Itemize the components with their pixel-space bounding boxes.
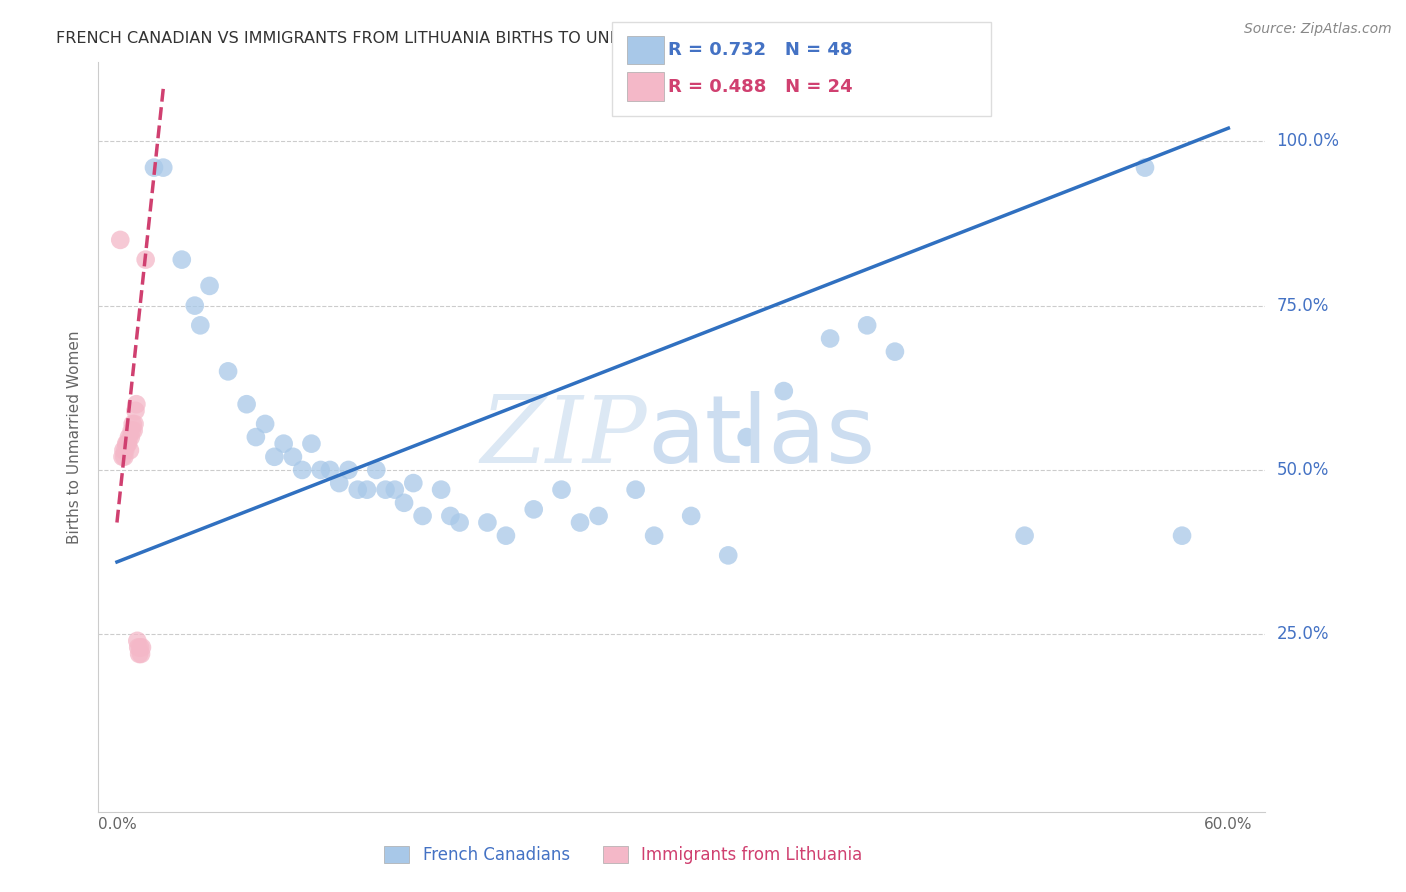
Text: 25.0%: 25.0% [1277, 625, 1329, 643]
Point [184, 299, 207, 313]
Point [245, 430, 267, 444]
Point [127, 640, 149, 655]
Point [128, 647, 150, 661]
Point [392, 496, 415, 510]
Point [291, 463, 314, 477]
Point [125, 397, 148, 411]
Point [129, 647, 152, 661]
Point [439, 508, 461, 523]
Point [135, 252, 157, 267]
Point [143, 161, 166, 175]
Point [198, 279, 221, 293]
Point [120, 430, 142, 444]
Point [115, 436, 138, 450]
Point [281, 450, 304, 464]
Point [112, 443, 135, 458]
Point [588, 508, 610, 523]
Text: FRENCH CANADIAN VS IMMIGRANTS FROM LITHUANIA BIRTHS TO UNMARRIED WOMEN CORRELATI: FRENCH CANADIAN VS IMMIGRANTS FROM LITHU… [56, 31, 932, 46]
Point [384, 483, 406, 497]
Point [449, 516, 471, 530]
Point [856, 318, 879, 333]
Point [115, 436, 138, 450]
Point [129, 640, 152, 655]
Point [366, 463, 388, 477]
Point [127, 633, 149, 648]
Point [114, 443, 136, 458]
Legend: French Canadians, Immigrants from Lithuania: French Canadians, Immigrants from Lithua… [378, 839, 869, 871]
Point [818, 331, 841, 345]
Point [121, 417, 143, 431]
Point [188, 318, 211, 333]
Point [477, 516, 499, 530]
Point [124, 417, 146, 431]
Point [735, 430, 758, 444]
Point [152, 161, 174, 175]
Point [346, 483, 368, 497]
Point [412, 508, 434, 523]
Point [309, 463, 332, 477]
Point [328, 476, 350, 491]
Point [170, 252, 193, 267]
Point [495, 529, 517, 543]
Point [111, 450, 134, 464]
Point [717, 549, 740, 563]
Point [884, 344, 907, 359]
Point [681, 508, 703, 523]
Point [430, 483, 453, 497]
Point [643, 529, 665, 543]
Point [374, 483, 396, 497]
Point [402, 476, 425, 491]
Point [337, 463, 360, 477]
Text: R = 0.732   N = 48: R = 0.732 N = 48 [668, 41, 852, 59]
Point [110, 233, 132, 247]
Point [112, 450, 135, 464]
Point [772, 384, 794, 398]
Text: 75.0%: 75.0% [1277, 297, 1329, 315]
Point [319, 463, 342, 477]
Text: 50.0%: 50.0% [1277, 461, 1329, 479]
Point [624, 483, 647, 497]
Text: ZIP: ZIP [481, 392, 647, 482]
Text: R = 0.488   N = 24: R = 0.488 N = 24 [668, 78, 852, 95]
Point [124, 404, 146, 418]
Point [131, 640, 153, 655]
Point [263, 450, 285, 464]
Point [118, 430, 141, 444]
Point [550, 483, 572, 497]
Point [117, 436, 139, 450]
Point [301, 436, 323, 450]
Point [217, 364, 239, 378]
Text: 100.0%: 100.0% [1277, 132, 1340, 151]
Point [523, 502, 546, 516]
Point [356, 483, 378, 497]
Point [273, 436, 295, 450]
Text: atlas: atlas [647, 391, 875, 483]
Point [569, 516, 592, 530]
Text: Source: ZipAtlas.com: Source: ZipAtlas.com [1244, 22, 1392, 37]
Point [1171, 529, 1194, 543]
Point [1133, 161, 1156, 175]
Point [254, 417, 277, 431]
Y-axis label: Births to Unmarried Women: Births to Unmarried Women [67, 330, 83, 544]
Point [118, 443, 141, 458]
Point [1014, 529, 1036, 543]
Point [121, 424, 143, 438]
Point [122, 424, 145, 438]
Point [235, 397, 257, 411]
